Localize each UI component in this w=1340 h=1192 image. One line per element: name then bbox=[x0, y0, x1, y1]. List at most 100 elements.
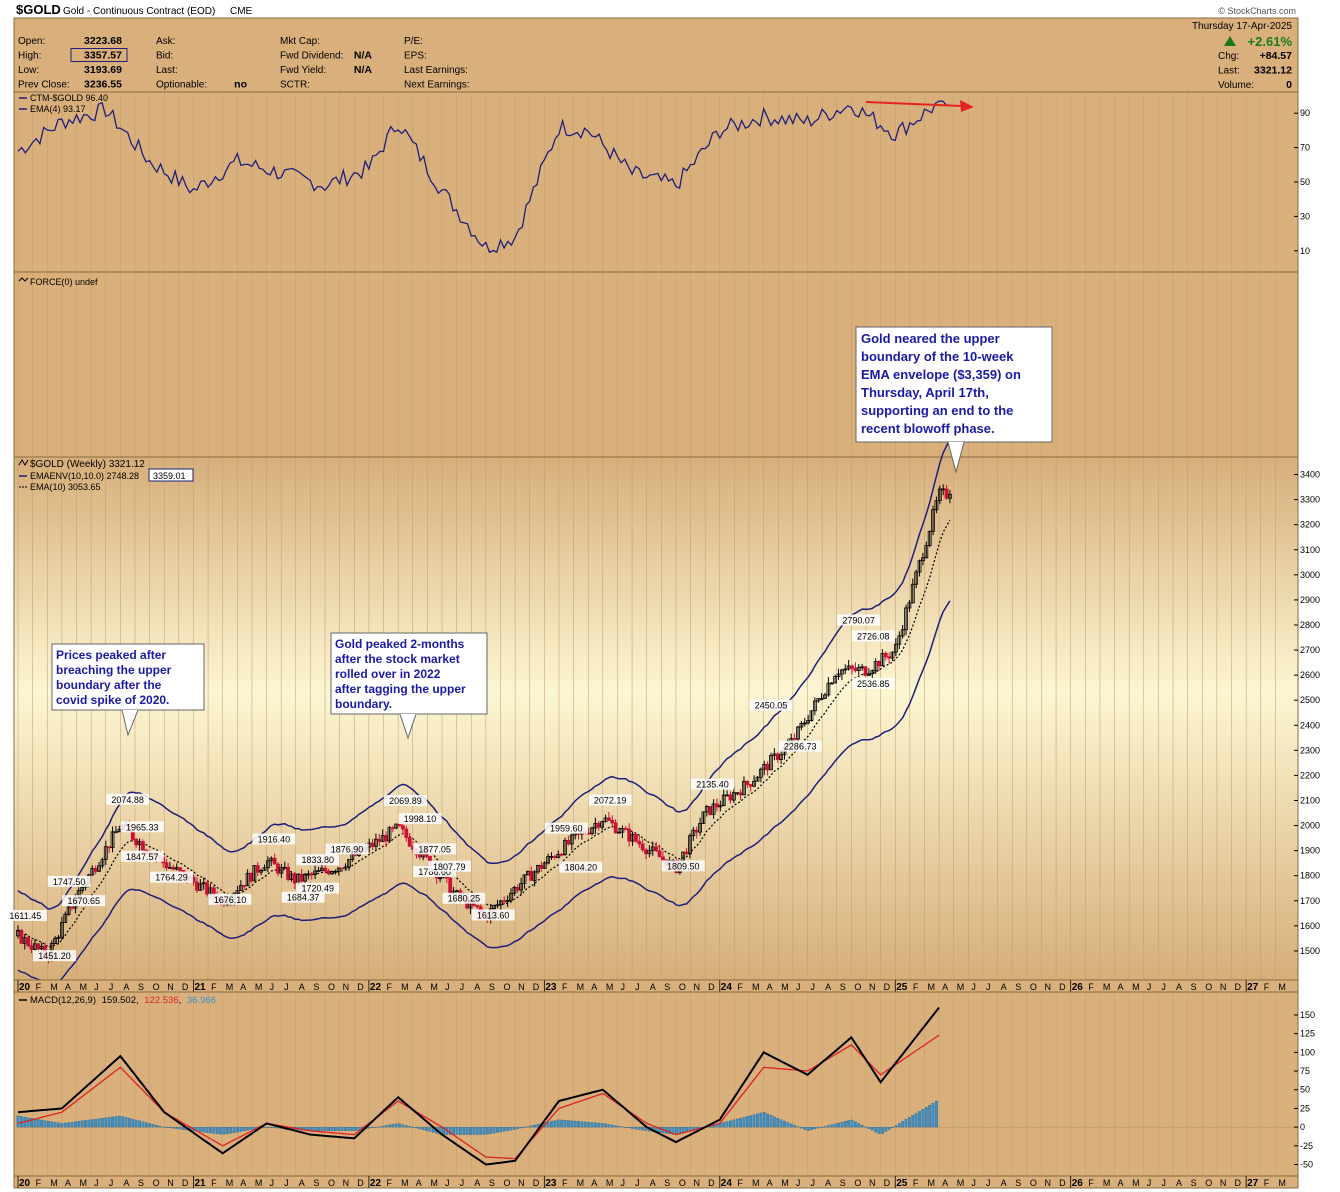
candle-body bbox=[698, 823, 702, 833]
price-label: 1833.80 bbox=[301, 855, 334, 865]
x-tick-label: A bbox=[299, 1178, 305, 1188]
candle-body bbox=[53, 937, 58, 944]
price-label-bg bbox=[749, 699, 793, 711]
y-tick-label: 50 bbox=[1300, 177, 1310, 187]
histogram-bar bbox=[877, 1126, 881, 1134]
histogram-bar bbox=[840, 1121, 844, 1128]
candle-body bbox=[816, 698, 821, 702]
price-labels: 1611.45 1451.20 1747.50 1670.65 2074.88 1965.… bbox=[3, 614, 895, 962]
candle-body bbox=[340, 867, 345, 870]
candle-body bbox=[867, 673, 871, 676]
candle-body bbox=[141, 841, 145, 851]
histogram-bar bbox=[567, 1120, 570, 1128]
candle-body bbox=[235, 890, 240, 894]
candle-body bbox=[890, 651, 895, 659]
y-tick-label: 2900 bbox=[1300, 595, 1320, 605]
histogram-bar bbox=[84, 1120, 87, 1128]
x-tick-label: M bbox=[430, 982, 438, 992]
field-label: Fwd Yield: bbox=[280, 65, 326, 76]
annotation-text: Prices peaked after breaching the upper bo… bbox=[56, 648, 172, 707]
histogram-bar bbox=[90, 1119, 94, 1128]
x-tick-label: O bbox=[153, 1178, 160, 1188]
candle-body bbox=[752, 780, 756, 787]
candle-body bbox=[738, 792, 743, 796]
y-tick-label: -50 bbox=[1300, 1160, 1313, 1170]
field-value: N/A bbox=[354, 64, 373, 76]
histogram-bar bbox=[904, 1119, 908, 1128]
candle-body bbox=[765, 763, 770, 771]
candle-body bbox=[937, 488, 942, 502]
histogram-bar bbox=[502, 1126, 506, 1132]
histogram-bar bbox=[489, 1126, 493, 1134]
x-tick-label: J bbox=[1161, 1178, 1166, 1188]
candle-body bbox=[448, 877, 453, 894]
x-tick-label: O bbox=[679, 982, 686, 992]
price-label-bg bbox=[120, 850, 164, 862]
histogram-bar bbox=[239, 1126, 243, 1132]
field-label: Last: bbox=[156, 65, 178, 76]
candle-body bbox=[590, 827, 594, 834]
histogram-bar bbox=[776, 1118, 780, 1128]
histogram-bar bbox=[550, 1121, 553, 1128]
candle-body bbox=[657, 850, 662, 858]
price-label: 1804.20 bbox=[565, 863, 598, 873]
histogram-bar bbox=[881, 1126, 884, 1134]
x-tick-label: A bbox=[123, 1178, 129, 1188]
histogram-bar bbox=[911, 1115, 915, 1128]
candle-body bbox=[661, 856, 665, 861]
annotation-pointer bbox=[399, 713, 417, 740]
x-tick-label: M bbox=[577, 1178, 585, 1188]
candle-body bbox=[833, 676, 838, 684]
histogram-bar bbox=[914, 1113, 918, 1128]
x-tick-label: M bbox=[255, 982, 263, 992]
price-label-bg bbox=[544, 822, 588, 834]
price-label-bg bbox=[471, 909, 515, 921]
annotation-box bbox=[51, 643, 205, 711]
candle-body bbox=[796, 726, 800, 740]
candle-body bbox=[755, 776, 760, 782]
candle-body bbox=[397, 823, 402, 827]
candle-body bbox=[742, 780, 746, 796]
histogram-legend-value: 36.966 bbox=[187, 995, 216, 1006]
y-tick-label: 3300 bbox=[1300, 495, 1320, 505]
candle-body bbox=[384, 835, 388, 842]
x-tick-label: J bbox=[620, 1178, 625, 1188]
annotation-line: recent blowoff phase. bbox=[861, 421, 995, 436]
histogram-bar bbox=[891, 1126, 894, 1128]
x-tick-label: 20 bbox=[19, 1178, 31, 1189]
x-tick-label: M bbox=[752, 1178, 760, 1188]
x-tick-label: D bbox=[182, 1178, 189, 1188]
macd-legend-value: 159.502 bbox=[102, 995, 136, 1006]
x-tick-label: J bbox=[971, 1178, 976, 1188]
histogram-bar bbox=[394, 1123, 398, 1128]
candle-body bbox=[313, 870, 318, 875]
candle-body bbox=[806, 720, 811, 724]
histogram-bar bbox=[678, 1126, 682, 1134]
price-label: 2074.88 bbox=[111, 795, 144, 805]
x-tick-label: A bbox=[1176, 982, 1182, 992]
force-icon bbox=[18, 277, 29, 282]
x-tick-label: J bbox=[971, 982, 976, 992]
x-tick-label: N bbox=[1220, 1178, 1227, 1188]
x-tick-label: D bbox=[708, 982, 715, 992]
candle-body bbox=[417, 854, 422, 858]
candle-body bbox=[178, 867, 182, 871]
candle-body bbox=[850, 665, 854, 669]
histogram-bar bbox=[827, 1125, 830, 1128]
histogram-bar bbox=[469, 1126, 472, 1135]
red-arrow-icon bbox=[960, 100, 974, 112]
histogram-bar bbox=[411, 1126, 415, 1128]
histogram-bar bbox=[266, 1126, 270, 1128]
x-tick-label: J bbox=[811, 1178, 816, 1188]
x-tick-label: J bbox=[445, 1178, 450, 1188]
macd-grid bbox=[17, 993, 1276, 1175]
price-label: 1670.65 bbox=[68, 896, 101, 906]
histogram-bar bbox=[816, 1126, 820, 1129]
candle-body bbox=[856, 667, 861, 671]
x-tick-label: N bbox=[694, 982, 701, 992]
x-tick-label: O bbox=[854, 982, 861, 992]
x-tick-label: J bbox=[986, 982, 991, 992]
candle-body bbox=[731, 792, 736, 801]
histogram-bar bbox=[60, 1123, 64, 1128]
